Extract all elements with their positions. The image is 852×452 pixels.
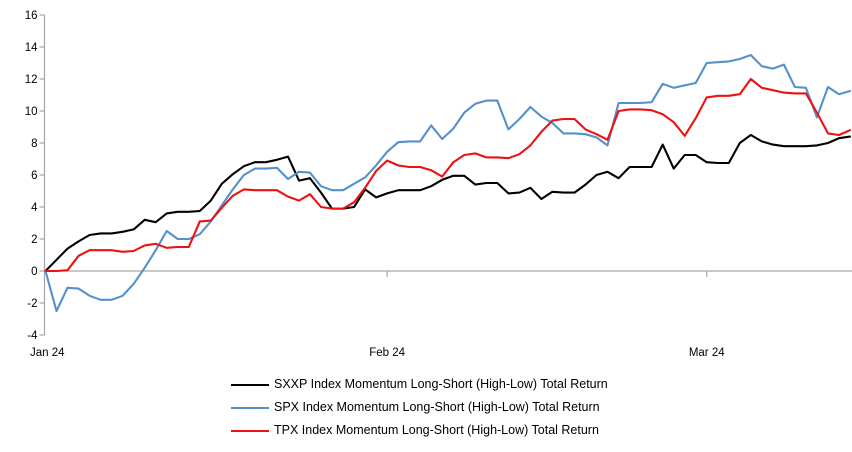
legend-item-sxxp: SXXP Index Momentum Long-Short (High-Low… [231,377,608,392]
y-axis-label: -4 [27,330,38,342]
line-plot-canvas: 16 14 12 10 8 6 4 2 0 -2 -4 Jan 24 Feb 24 Mar 24 [25,10,852,359]
x-axis-label: Mar 24 [689,347,725,359]
series-line-tpx [44,77,852,273]
y-axis-label: 16 [25,10,38,22]
legend-label-spx: SPX Index Momentum Long-Short (High-Low)… [274,400,600,414]
y-axis-label: 8 [31,138,37,150]
y-axis-label: 14 [25,42,38,54]
legend-label-sxxp: SXXP Index Momentum Long-Short (High-Low… [274,377,608,391]
legend-item-spx: SPX Index Momentum Long-Short (High-Low)… [231,400,608,415]
y-axis-label: 12 [25,74,38,86]
legend-label-tpx: TPX Index Momentum Long-Short (High-Low)… [274,423,599,437]
x-axis-label: Jan 24 [30,347,65,359]
legend-line-swatch-tpx [231,429,269,432]
y-axis-label: 2 [31,234,37,246]
series-line-sxxp [44,133,852,273]
legend-item-tpx: TPX Index Momentum Long-Short (High-Low)… [231,423,608,438]
series-line-spx [44,53,852,313]
y-axis-label: 4 [31,202,38,214]
y-axis-label: 0 [31,266,37,278]
y-axis-label: 10 [25,106,38,118]
x-axis-label: Feb 24 [369,347,405,359]
legend-line-swatch-sxxp [231,383,269,386]
y-axis-label: -2 [27,298,37,310]
y-axis-label: 6 [31,170,37,182]
legend-line-swatch-spx [231,406,269,409]
legend: SXXP Index Momentum Long-Short (High-Low… [231,377,608,438]
